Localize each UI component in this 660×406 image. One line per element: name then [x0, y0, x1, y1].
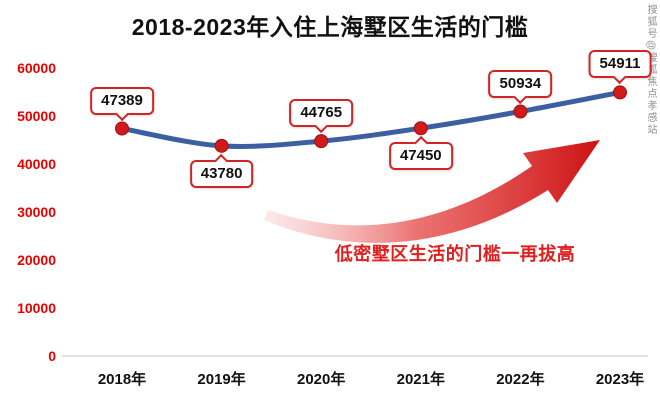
data-point: [314, 134, 329, 149]
data-points: [115, 85, 627, 153]
trend-arrow-icon: [264, 140, 600, 243]
data-label: 54911: [588, 50, 652, 79]
y-tick-label: 40000: [17, 156, 56, 172]
x-tick-label: 2019年: [197, 370, 245, 388]
data-point: [613, 85, 627, 100]
x-tick-label: 2023年: [596, 370, 644, 388]
y-tick-label: 30000: [17, 204, 56, 220]
data-point: [513, 104, 528, 119]
x-tick-label: 2021年: [397, 370, 445, 388]
y-axis-labels: 0 10000 20000 30000 40000 50000 60000: [17, 60, 56, 364]
data-label: 43780: [189, 159, 254, 188]
data-label: 47389: [90, 86, 154, 115]
data-point: [413, 121, 428, 136]
x-tick-label: 2018年: [98, 370, 146, 388]
data-point: [115, 121, 129, 136]
y-tick-label: 50000: [17, 108, 56, 124]
x-axis-labels: 2018年 2019年 2020年 2021年 2022年 2023年: [98, 370, 644, 388]
y-tick-label: 0: [48, 348, 56, 364]
data-label: 50934: [488, 69, 553, 98]
annotation-text: 低密墅区生活的门槛一再拔高: [334, 244, 576, 264]
y-tick-label: 60000: [17, 60, 56, 76]
data-label: 47450: [388, 142, 453, 171]
y-tick-label: 20000: [17, 252, 56, 268]
series-line: [119, 89, 623, 149]
data-label: 44765: [289, 99, 354, 128]
data-point: [214, 138, 229, 153]
chart-title: 2018-2023年入住上海墅区生活的门槛: [131, 14, 529, 40]
x-tick-label: 2022年: [496, 370, 544, 388]
y-tick-label: 10000: [17, 300, 56, 316]
x-tick-label: 2020年: [297, 370, 345, 388]
